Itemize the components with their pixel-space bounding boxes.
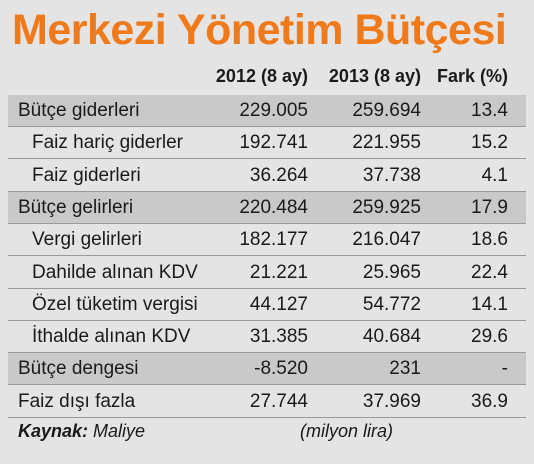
cell-value: 25.965 xyxy=(362,261,421,283)
cell-value: 229.005 xyxy=(239,100,308,121)
source-label: Kaynak: xyxy=(18,421,89,441)
table-row: Bütçe dengesi -8.520 231 - xyxy=(8,353,526,386)
cell-value: 40.684 xyxy=(362,326,421,348)
table-row: Faiz hariç giderler 192.741 221.955 15.2 xyxy=(8,127,526,160)
row-label: Bütçe giderleri xyxy=(18,100,140,121)
table-row: Vergi gelirleri 182.177 216.047 18.6 xyxy=(8,224,526,257)
unit-note: (milyon lira) xyxy=(300,421,394,441)
cell-value: 4.1 xyxy=(481,164,508,186)
table-row: Faiz giderleri 36.264 37.738 4.1 xyxy=(8,160,526,192)
source: Kaynak: Maliye xyxy=(18,421,145,442)
cell-value: 36.9 xyxy=(471,390,508,412)
cell-value: 18.6 xyxy=(471,229,508,251)
cell-value: 37.738 xyxy=(362,164,421,186)
cell-value: 182.177 xyxy=(239,229,308,251)
row-label: Dahilde alınan KDV xyxy=(32,261,198,283)
column-header: Fark (%) xyxy=(436,66,508,86)
table-row: İthalde alınan KDV 31.385 40.684 29.6 xyxy=(8,321,526,354)
cell-value: 44.127 xyxy=(249,293,308,315)
cell-value: 21.221 xyxy=(249,261,308,283)
cell-value: 54.772 xyxy=(362,293,421,315)
row-label: Özel tüketim vergisi xyxy=(32,293,198,315)
row-label: Vergi gelirleri xyxy=(32,229,142,251)
cell-value: 15.2 xyxy=(471,132,508,154)
cell-value: 231 xyxy=(389,358,421,380)
row-label: Faiz hariç giderler xyxy=(32,132,183,154)
cell-value: 259.694 xyxy=(352,100,421,121)
row-label: Faiz giderleri xyxy=(32,164,141,186)
cell-value: 29.6 xyxy=(471,326,508,348)
table-row: Faiz dışı fazla 27.744 37.969 36.9 xyxy=(8,386,526,418)
cell-value: 14.1 xyxy=(471,293,508,315)
table-row: Dahilde alınan KDV 21.221 25.965 22.4 xyxy=(8,257,526,289)
row-label: İthalde alınan KDV xyxy=(32,326,191,348)
cell-value: 220.484 xyxy=(239,196,308,218)
cell-value: 17.9 xyxy=(471,196,508,218)
column-header: 2012 (8 ay) xyxy=(215,66,308,86)
cell-value: 192.741 xyxy=(239,132,308,154)
table-row: Bütçe gelirleri 220.484 259.925 17.9 xyxy=(8,191,526,224)
cell-value: 221.955 xyxy=(352,132,421,154)
row-label: Bütçe dengesi xyxy=(18,358,139,380)
cell-value: - xyxy=(501,358,508,380)
table-row: Bütçe giderleri 229.005 259.694 13.4 xyxy=(8,95,526,127)
cell-value: 27.744 xyxy=(249,390,308,412)
cell-value: 13.4 xyxy=(471,100,508,121)
cell-value: 22.4 xyxy=(471,261,508,283)
row-label: Faiz dışı fazla xyxy=(18,390,136,412)
cell-value: 36.264 xyxy=(249,164,308,186)
cell-value: 216.047 xyxy=(352,229,421,251)
cell-value: 31.385 xyxy=(249,326,308,348)
column-header: 2013 (8 ay) xyxy=(328,66,421,86)
table-row: Özel tüketim vergisi 44.127 54.772 14.1 xyxy=(8,289,526,321)
source-name: Maliye xyxy=(93,421,146,441)
cell-value: -8.520 xyxy=(254,358,308,380)
title: Merkezi Yönetim Bütçesi xyxy=(12,6,507,54)
row-label: Bütçe gelirleri xyxy=(18,196,134,218)
cell-value: 259.925 xyxy=(352,196,421,218)
cell-value: 37.969 xyxy=(362,390,421,412)
